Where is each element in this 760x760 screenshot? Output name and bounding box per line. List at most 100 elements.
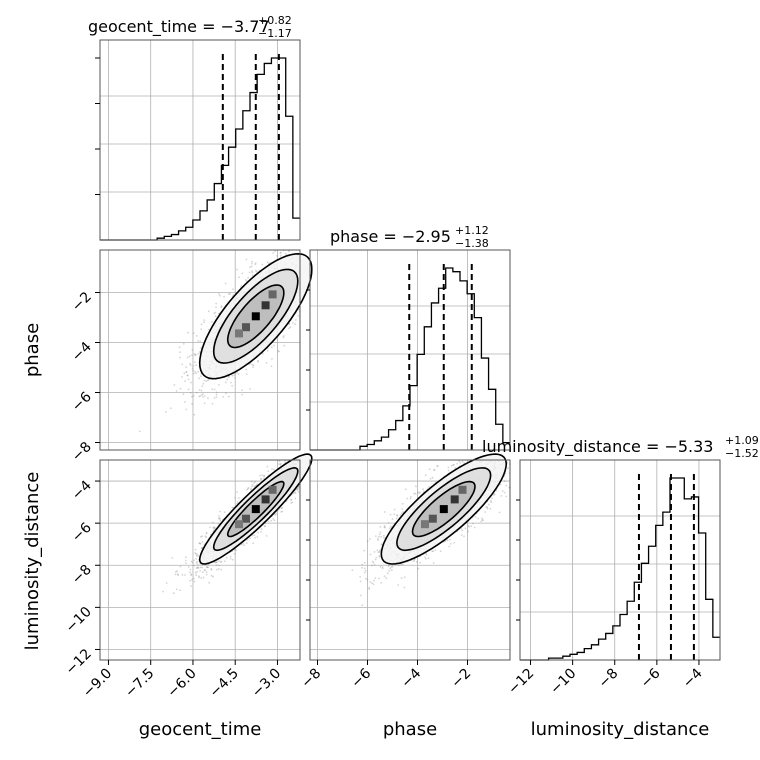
sample-point <box>379 525 382 528</box>
sample-point <box>288 327 290 330</box>
sample-point <box>260 528 263 530</box>
sample-point <box>194 548 197 551</box>
sample-point <box>195 552 197 555</box>
sample-point <box>187 378 190 381</box>
sample-point <box>257 360 259 363</box>
sample-point <box>193 580 196 583</box>
sample-point <box>246 488 248 491</box>
sample-point <box>207 566 210 569</box>
sample-point <box>184 562 187 565</box>
sample-point <box>195 574 198 577</box>
sample-point <box>184 380 187 382</box>
sample-point <box>201 566 204 569</box>
sample-point <box>254 480 256 483</box>
sample-point <box>165 411 167 413</box>
sample-point <box>278 350 280 353</box>
sample-point <box>247 276 250 279</box>
sample-point <box>236 371 239 374</box>
sample-point <box>266 349 269 352</box>
sample-point <box>197 370 200 373</box>
sample-point <box>191 403 193 405</box>
sample-point <box>224 381 227 384</box>
sample-point <box>199 375 202 377</box>
sample-point <box>189 392 192 394</box>
sample-point <box>261 352 264 355</box>
sample-point <box>174 573 177 576</box>
sample-point <box>251 262 253 265</box>
sample-point <box>193 413 196 416</box>
sample-point <box>185 408 188 411</box>
sample-point <box>266 465 269 468</box>
sample-point <box>273 344 275 347</box>
sample-point <box>197 352 200 355</box>
sample-point <box>297 315 300 317</box>
sample-point <box>199 350 201 353</box>
sample-point <box>184 559 187 562</box>
sample-point <box>195 555 198 557</box>
sample-point <box>200 389 203 392</box>
sample-point <box>220 305 223 308</box>
sample-point <box>264 525 267 528</box>
sample-point <box>228 293 230 295</box>
sample-point <box>216 568 218 571</box>
sample-point <box>231 384 234 387</box>
sample-point <box>182 393 185 396</box>
sample-point <box>284 252 287 255</box>
sample-point <box>274 514 277 516</box>
sample-point <box>219 519 222 522</box>
sample-point <box>210 574 213 577</box>
sample-point <box>200 577 203 579</box>
sample-point <box>195 335 198 337</box>
sample-point <box>195 391 198 394</box>
sample-point <box>199 542 202 545</box>
sample-point <box>244 279 247 281</box>
sample-point <box>279 252 282 255</box>
sample-point <box>260 531 262 533</box>
sample-point <box>205 573 208 576</box>
sample-point <box>189 571 192 574</box>
sample-point <box>189 364 192 367</box>
sample-point <box>217 517 220 520</box>
sample-point <box>272 518 275 520</box>
sample-point <box>200 328 203 330</box>
sample-point <box>201 385 204 387</box>
sample-point <box>265 362 268 364</box>
sample-point <box>217 522 220 525</box>
sample-point <box>242 542 245 545</box>
sample-point <box>294 323 297 325</box>
sample-point <box>201 547 204 549</box>
sample-point <box>199 542 201 545</box>
sample-point <box>205 566 208 569</box>
sample-point <box>185 371 188 373</box>
sample-point <box>213 527 216 530</box>
sample-point <box>171 557 174 559</box>
sample-point <box>199 340 202 343</box>
sample-point <box>272 252 275 254</box>
sample-point <box>192 394 195 397</box>
sample-point <box>240 543 243 546</box>
sample-point <box>251 274 254 277</box>
sample-point <box>279 462 282 465</box>
sample-point <box>191 395 193 398</box>
sample-point <box>419 561 421 564</box>
sample-point <box>250 480 253 483</box>
sample-point <box>232 288 234 291</box>
sample-point <box>226 378 229 381</box>
sample-point <box>274 250 276 253</box>
sample-point <box>192 372 195 375</box>
sample-point <box>185 556 187 559</box>
density-cell <box>261 495 270 504</box>
sample-point <box>179 356 181 359</box>
sample-point <box>259 474 261 477</box>
sample-point <box>219 510 222 513</box>
sample-point <box>283 344 286 347</box>
sample-point <box>277 350 280 352</box>
sample-point <box>204 569 206 571</box>
sample-point <box>220 560 223 563</box>
sample-point <box>454 466 457 469</box>
sample-point <box>263 525 266 527</box>
sample-point <box>241 272 244 275</box>
sample-point <box>201 393 204 395</box>
sample-point <box>176 570 179 572</box>
